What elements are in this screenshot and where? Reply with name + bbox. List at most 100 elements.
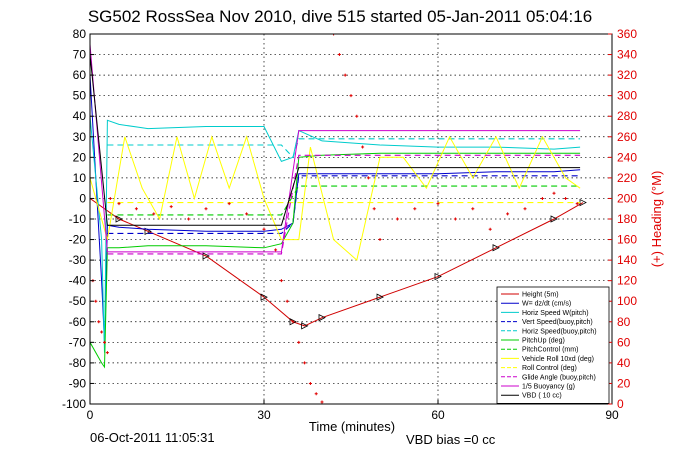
x-tick-label: 30: [257, 408, 271, 422]
legend: Height (5m) W= dz/dt (cm/s) Horiz Speed W(…: [496, 286, 610, 404]
legend-entry: Glide Angle (buoy,pitch): [522, 374, 596, 381]
series-line-4: [107, 138, 581, 159]
footer-date: 06-Oct-2011 11:05:31: [90, 430, 215, 445]
right-axis-ticks: 0 20 40 60 80 100 120 140 160 180 200 220 240 260 280 3…: [608, 27, 637, 411]
height-marker: [144, 227, 152, 235]
heading-point: [523, 207, 527, 211]
y-tick-label: -80: [69, 356, 87, 370]
heading-point: [488, 227, 492, 231]
chart-title: SG502 RossSea Nov 2010, dive 515 started…: [88, 7, 592, 26]
right-tick-label: 300: [617, 89, 637, 103]
heading-point: [285, 299, 289, 303]
y-tick-label: -20: [69, 233, 87, 247]
heading-point: [372, 207, 376, 211]
x-tick-label: 90: [605, 408, 619, 422]
right-axis-label: (+) Heading (°M): [649, 171, 664, 268]
heading-point: [378, 238, 382, 242]
y-tick-label: 10: [73, 171, 87, 185]
legend-entry: Horiz Speed W(pitch): [522, 310, 589, 317]
series-line-5: [90, 152, 581, 369]
y-tick-label: 0: [79, 191, 86, 205]
heading-point: [291, 320, 295, 324]
heading-point: [436, 202, 440, 206]
heading-point: [471, 207, 475, 211]
y-tick-label: 30: [73, 130, 87, 144]
heading-point: [453, 217, 457, 221]
legend-entry: Vehicle Roll 10xd (deg): [522, 356, 594, 363]
heading-point: [366, 176, 370, 180]
y-tick-label: -30: [69, 253, 87, 267]
footer-note: VBD bias =0 cc: [406, 432, 496, 447]
heading-point: [552, 191, 556, 195]
height-marker: [579, 198, 587, 207]
y-tick-label: -60: [69, 315, 87, 329]
series-line-0: [90, 197, 584, 327]
right-tick-label: 60: [617, 335, 631, 349]
right-tick-label: 260: [617, 130, 637, 144]
legend-box: [496, 286, 610, 404]
heading-point: [314, 392, 318, 396]
y-tick-label: 20: [73, 150, 87, 164]
heading-point: [204, 207, 208, 211]
x-tick-label: 0: [87, 408, 94, 422]
height-marker: [434, 272, 442, 281]
heading-point: [100, 330, 104, 334]
heading-point: [308, 381, 312, 385]
heading-point: [108, 196, 112, 200]
heading-point: [134, 207, 138, 211]
height-marker: [318, 314, 326, 322]
right-tick-label: 0: [617, 397, 624, 411]
right-tick-label: 160: [617, 233, 637, 247]
heading-point: [506, 212, 510, 216]
right-tick-label: 120: [617, 274, 637, 288]
right-tick-label: 360: [617, 27, 637, 41]
y-tick-label: 70: [73, 48, 87, 62]
right-tick-label: 80: [617, 315, 631, 329]
heading-point: [117, 202, 121, 206]
series-line-9: [107, 154, 581, 255]
plot-series: [90, 34, 587, 404]
right-tick-label: 200: [617, 191, 637, 205]
legend-entry: PitchUp (deg): [522, 338, 565, 345]
heading-point: [279, 279, 283, 283]
heading-point: [152, 212, 156, 216]
right-tick-label: 220: [617, 171, 637, 185]
grid-lines: [90, 34, 612, 404]
height-marker: [202, 252, 210, 260]
heading-point: [297, 340, 301, 344]
legend-entry: Horiz Speed(buoy,pitch): [522, 328, 597, 335]
legend-entry: W= dz/dt (cm/s): [522, 301, 571, 308]
y-tick-label: -90: [69, 376, 87, 390]
y-tick-label: 80: [73, 27, 87, 41]
y-tick-label: -100: [62, 397, 86, 411]
heading-point: [575, 202, 579, 206]
heading-point: [355, 114, 359, 118]
legend-entry: PitchControl (mm): [522, 347, 578, 354]
heading-point: [320, 400, 324, 404]
x-axis-ticks: 0 30 60 90: [87, 400, 619, 422]
heading-point: [343, 73, 347, 77]
legend-entry: Height (5m): [522, 292, 559, 299]
legend-entry: Vert Speed(buoy,pitch): [522, 319, 593, 326]
heading-point: [413, 207, 417, 211]
heading-point: [361, 145, 365, 149]
series-line-3: [107, 175, 581, 234]
series-line-7: [90, 135, 581, 262]
right-tick-label: 280: [617, 109, 637, 123]
right-tick-label: 100: [617, 294, 637, 308]
heading-point: [105, 351, 109, 355]
height-marker: [492, 244, 500, 252]
series-line-11: [90, 54, 581, 226]
y-tick-label: 60: [73, 68, 87, 82]
series-line-10: [90, 44, 581, 253]
heading-point: [349, 94, 353, 98]
legend-entry: Roll Control (deg): [522, 365, 577, 372]
heading-point: [395, 217, 399, 221]
heading-point: [337, 53, 341, 57]
heading-point: [227, 202, 231, 206]
right-tick-label: 240: [617, 150, 637, 164]
heading-point: [540, 196, 544, 200]
y-tick-label: -10: [69, 212, 87, 226]
heading-point: [274, 248, 278, 252]
